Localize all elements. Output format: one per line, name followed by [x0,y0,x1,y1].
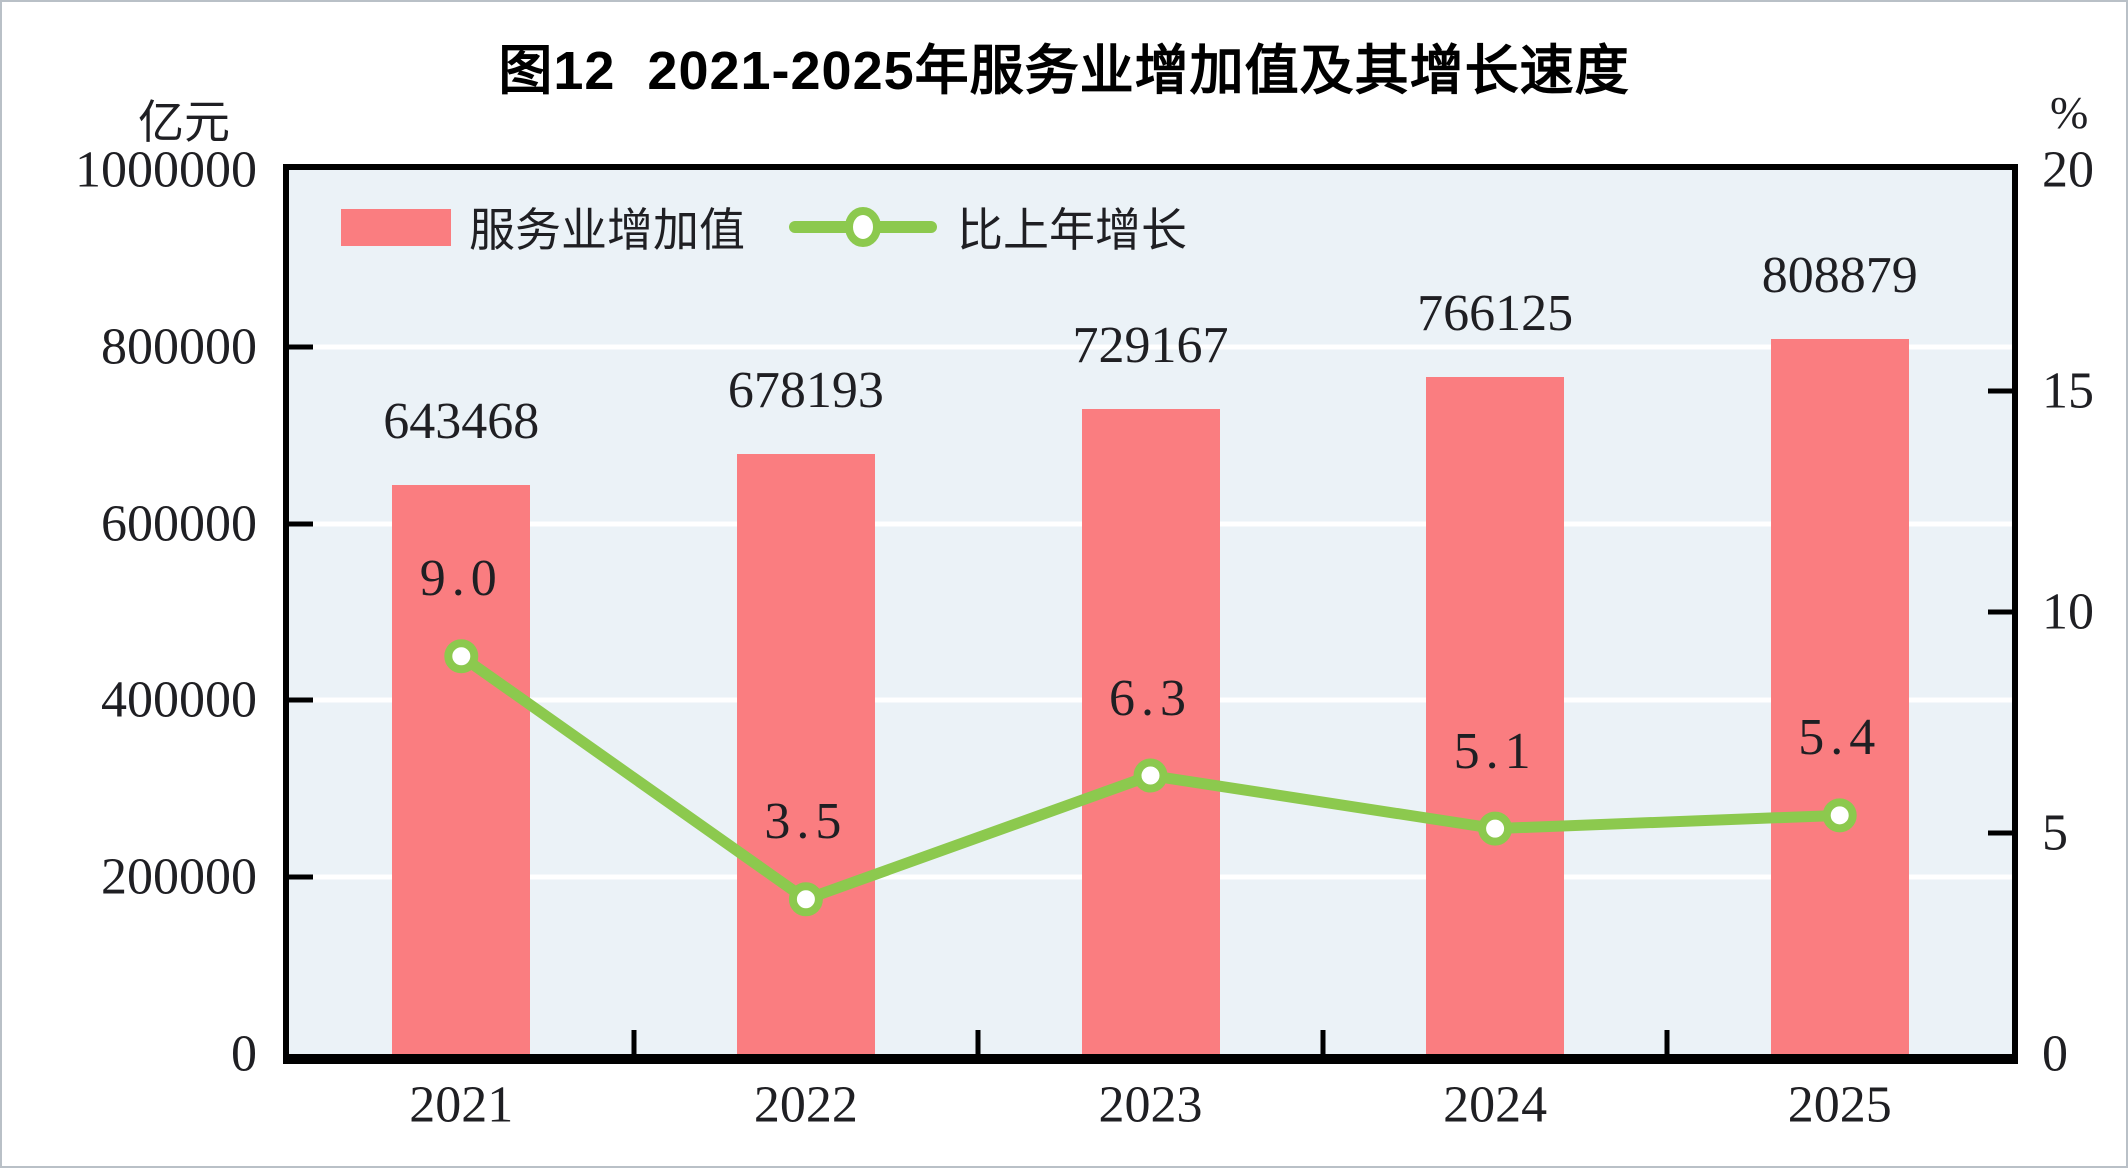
bar-2024 [1426,376,1565,1054]
left-axis-tick-mark [289,521,313,527]
x-axis-tick-label: 2024 [1443,1076,1548,1134]
right-axis-tick-mark [1988,830,2012,836]
legend-label-line: 比上年增长 [957,204,1187,256]
x-axis-tick-label: 2021 [409,1076,514,1134]
left-axis-tick-label: 1000000 [75,141,257,199]
line-point-2025 [1822,798,1857,833]
bar-2025 [1770,338,1909,1054]
right-axis-tick-label: 0 [2042,1025,2068,1083]
x-axis-tick-label: 2022 [753,1076,858,1134]
legend-label-bar: 服务业增加值 [469,204,745,256]
right-axis-tick-mark [1988,609,2012,615]
line-point-2022 [788,882,823,917]
line-value-label: 3.5 [764,793,848,851]
right-axis-tick-label: 5 [2042,804,2068,862]
line-value-label: 5.4 [1798,709,1882,767]
line-point-2024 [1478,811,1513,846]
bar-2022 [736,454,875,1054]
right-axis-tick-label: 10 [2042,583,2094,641]
left-axis-tick-label: 600000 [101,495,257,553]
bar-2021 [392,485,531,1054]
line-point-2023 [1133,758,1168,793]
left-axis-tick-label: 200000 [101,848,257,906]
legend-bar-swatch [341,208,451,246]
left-axis-unit: 亿元 [138,96,230,148]
growth-line-svg [444,639,1857,917]
legend-line-marker-icon [789,207,937,247]
line-point-2021 [444,639,479,674]
legend: 服务业增加值 比上年增长 [341,194,1187,260]
x-axis-tick-mark [631,1030,637,1054]
left-axis-tick-label: 400000 [101,671,257,729]
bar-value-label: 766125 [1417,284,1574,342]
x-axis-tick-mark [975,1030,981,1054]
line-value-label: 5.1 [1453,722,1537,780]
line-value-label: 9.0 [419,550,503,608]
left-axis-tick-mark [289,697,313,703]
bar-2023 [1081,409,1220,1054]
right-axis-unit: % [2050,87,2089,138]
x-axis-tick-mark [1320,1030,1326,1054]
left-axis-tick-label: 800000 [101,318,257,376]
gridline [289,344,2012,350]
left-axis-tick-mark [289,874,313,880]
bar-value-label: 643468 [383,393,540,451]
right-axis-tick-mark [1988,388,2012,394]
plot-area: 643468 678193 729167 766125 808879 9.0 3.5 6.3 5… [283,164,2018,1064]
left-axis-tick-label: 0 [231,1025,257,1083]
bar-value-label: 729167 [1072,317,1229,375]
right-axis-tick-label: 20 [2042,141,2094,199]
right-axis-tick-label: 15 [2042,362,2094,420]
chart-title: 图12 2021-2025年服务业增加值及其增长速度 [498,41,1630,101]
left-axis-tick-mark [289,344,313,350]
x-axis-tick-label: 2025 [1787,1076,1892,1134]
line-value-label: 6.3 [1109,669,1192,727]
x-axis-tick-label: 2023 [1098,1076,1203,1134]
bar-value-label: 808879 [1761,246,1918,304]
x-axis-tick-mark [1664,1030,1670,1054]
bar-value-label: 678193 [727,362,884,420]
